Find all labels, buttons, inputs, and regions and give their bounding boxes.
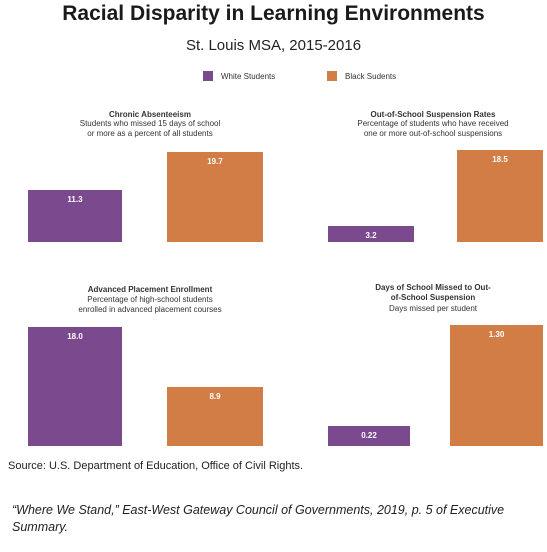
chart-title: Chronic Absenteeism bbox=[109, 110, 191, 119]
chart-title: Advanced Placement Enrollment bbox=[87, 285, 213, 294]
bar-value-label: 11.3 bbox=[67, 195, 83, 204]
bar-white: 11.3 bbox=[28, 190, 122, 242]
bar-value-label: 19.7 bbox=[207, 157, 223, 166]
bar-value-label: 8.9 bbox=[209, 392, 221, 401]
bar-white: 0.22 bbox=[328, 426, 410, 446]
chart-description-line-1: Percentage of high-school students bbox=[87, 295, 213, 304]
legend-swatch-white bbox=[203, 71, 213, 81]
bar-value-label: 3.2 bbox=[365, 231, 377, 240]
legend-label-white: White Students bbox=[221, 71, 276, 81]
legend-item-white: White Students bbox=[203, 71, 275, 81]
chart-description-line-1: Days missed per student bbox=[388, 304, 478, 313]
source-note: Source: U.S. Department of Education, Of… bbox=[8, 460, 304, 472]
chart-title-line-1: Days of School Missed to Out- bbox=[375, 283, 491, 292]
chart-description-line-1: Percentage of students who have received bbox=[357, 119, 509, 128]
page-title: Racial Disparity in Learning Environment… bbox=[62, 2, 485, 25]
bar-value-label: 18.5 bbox=[492, 155, 508, 164]
bar-black: 8.9 bbox=[167, 387, 263, 446]
bar-black: 19.7 bbox=[167, 152, 263, 242]
chart-description-line-2: enrolled in advanced placement courses bbox=[78, 305, 222, 314]
bar-black: 1.30 bbox=[450, 325, 543, 446]
legend-label-black: Black Sudents bbox=[345, 71, 397, 81]
legend: White Students Black Sudents bbox=[0, 71, 547, 87]
page-subtitle: St. Louis MSA, 2015-2016 bbox=[185, 37, 362, 54]
bar-black: 18.5 bbox=[457, 150, 543, 242]
chart-description-line-1: Students who missed 15 days of school bbox=[79, 119, 221, 128]
bar-white: 3.2 bbox=[328, 226, 414, 242]
chart-title-line-2: of-School Suspension bbox=[390, 293, 476, 302]
legend-item-black: Black Sudents bbox=[327, 71, 396, 81]
chart-description-line-2: or more as a percent of all students bbox=[87, 129, 213, 138]
bar-white: 18.0 bbox=[28, 327, 122, 446]
chart-description-line-2: one or more out-of-school suspensions bbox=[363, 129, 503, 138]
bar-value-label: 1.30 bbox=[488, 330, 505, 339]
bar-value-label: 18.0 bbox=[67, 332, 83, 341]
bar-value-label: 0.22 bbox=[361, 431, 377, 440]
legend-swatch-black bbox=[327, 71, 337, 81]
chart-title: Out-of-School Suspension Rates bbox=[370, 110, 496, 119]
citation: “Where We Stand,” East-West Gateway Coun… bbox=[12, 503, 505, 534]
